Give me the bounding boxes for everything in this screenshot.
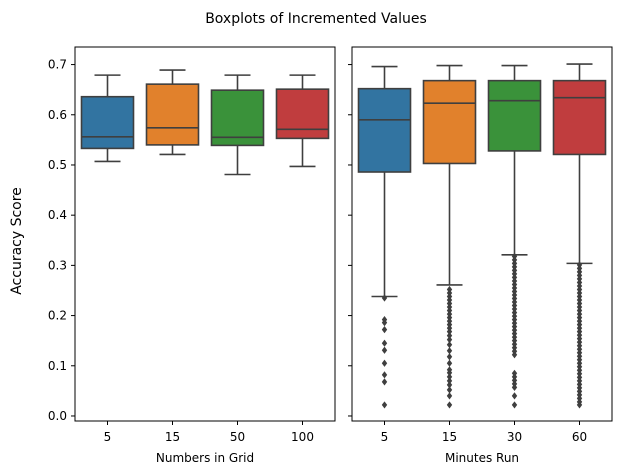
panel-2-box-15 — [422, 64, 477, 409]
box-iqr — [80, 95, 135, 150]
xtick-label: 100 — [291, 430, 314, 444]
outlier-point — [381, 378, 388, 386]
xtick-label: 30 — [507, 430, 522, 444]
ytick-label: 0.4 — [48, 208, 67, 222]
ytick-label: 0.0 — [48, 409, 67, 423]
outlier-point — [381, 326, 388, 334]
box-iqr — [275, 88, 330, 140]
outlier-point — [446, 381, 453, 389]
box-iqr — [145, 83, 200, 146]
outlier-point — [511, 392, 518, 400]
figure-suptitle: Boxplots of Incremented Values — [205, 11, 427, 27]
outlier-point — [446, 359, 453, 367]
ytick-label: 0.7 — [48, 58, 67, 72]
outlier-point — [446, 353, 453, 361]
panel-2-box-5 — [357, 65, 412, 409]
xtick-label: 15 — [165, 430, 180, 444]
ytick-label: 0.5 — [48, 158, 67, 172]
outlier-point — [446, 336, 453, 344]
xtick-label: 5 — [381, 430, 389, 444]
box-iqr — [422, 79, 477, 165]
x-axis-label: Minutes Run — [445, 451, 519, 465]
ytick-label: 0.2 — [48, 309, 67, 323]
x-axis-label: Numbers in Grid — [156, 451, 254, 465]
outlier-point — [381, 359, 388, 367]
outlier-point — [446, 386, 453, 394]
outlier-point — [511, 401, 518, 409]
box-iqr — [210, 89, 265, 147]
ytick-label: 0.1 — [48, 359, 67, 373]
panel-2-axes-frame — [351, 46, 613, 422]
panel-minutes-run: 5 15 30 60 Minutes Run — [348, 46, 613, 465]
outlier-point — [446, 392, 453, 400]
panel-1-box-5 — [80, 74, 135, 163]
outlier-point — [446, 328, 453, 336]
outlier-point — [576, 401, 583, 409]
outlier-point — [381, 294, 388, 302]
outlier-point — [381, 371, 388, 379]
outlier-point — [511, 351, 518, 359]
ytick-label: 0.3 — [48, 258, 67, 272]
outlier-point — [381, 319, 388, 327]
ytick-label: 0.6 — [48, 108, 67, 122]
outlier-point — [446, 401, 453, 409]
panel-2-box-60 — [552, 63, 607, 409]
outlier-point — [381, 401, 388, 409]
panel-numbers-in-grid: 0.0 0.1 0.2 0.3 0.4 0.5 0.6 0.7 5 15 50 100 Numbers … — [48, 46, 336, 465]
panel-1-axes-frame — [74, 46, 336, 422]
outlier-point — [446, 377, 453, 385]
box-iqr — [357, 87, 412, 173]
xtick-label: 60 — [572, 430, 587, 444]
outlier-point — [511, 383, 518, 391]
box-iqr — [552, 79, 607, 156]
shared-y-axis-label: Accuracy Score — [9, 187, 25, 295]
outlier-point — [381, 346, 388, 354]
outlier-point — [446, 347, 453, 355]
outlier-point — [446, 369, 453, 377]
box-iqr — [487, 79, 542, 152]
panel-1-box-15 — [145, 69, 200, 156]
xtick-label: 15 — [442, 430, 457, 444]
panel-2-box-30 — [487, 64, 542, 409]
outlier-point — [381, 339, 388, 347]
panel-1-box-50 — [210, 74, 265, 176]
xtick-label: 50 — [230, 430, 245, 444]
outlier-point — [446, 332, 453, 340]
panel-1-box-100 — [275, 74, 330, 168]
xtick-label: 5 — [104, 430, 112, 444]
outlier-point — [446, 341, 453, 349]
outlier-point — [446, 373, 453, 381]
